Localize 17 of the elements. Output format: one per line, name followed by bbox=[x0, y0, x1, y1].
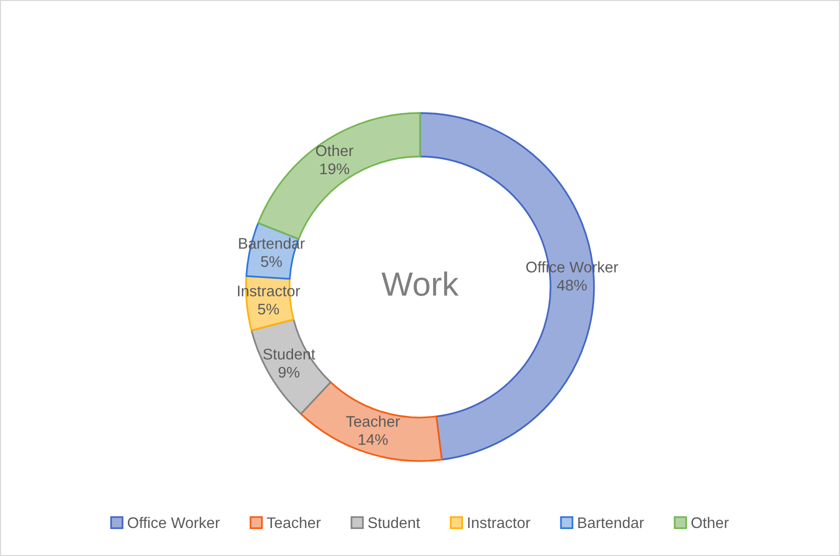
slice-label: Teacher bbox=[346, 416, 400, 427]
legend-label: Teacher bbox=[266, 516, 321, 528]
text: Work bbox=[382, 271, 459, 296]
legend-label: Office Worker bbox=[128, 516, 220, 528]
slice-label: Other bbox=[316, 144, 354, 156]
data-label: 5% bbox=[260, 256, 282, 267]
data-label: 14% bbox=[358, 434, 388, 445]
legend-label: Bartendar bbox=[578, 516, 644, 528]
data-label: 9% bbox=[278, 366, 300, 378]
data-label: 19% bbox=[320, 163, 350, 174]
donut-slice bbox=[300, 381, 443, 462]
donut-slice bbox=[250, 318, 332, 415]
data-label: 48% bbox=[557, 280, 587, 291]
data-label: 5% bbox=[258, 304, 279, 314]
legend-label: Instractor bbox=[468, 517, 530, 528]
legend-label: Student bbox=[368, 516, 420, 528]
legend-label: Other bbox=[691, 516, 729, 528]
